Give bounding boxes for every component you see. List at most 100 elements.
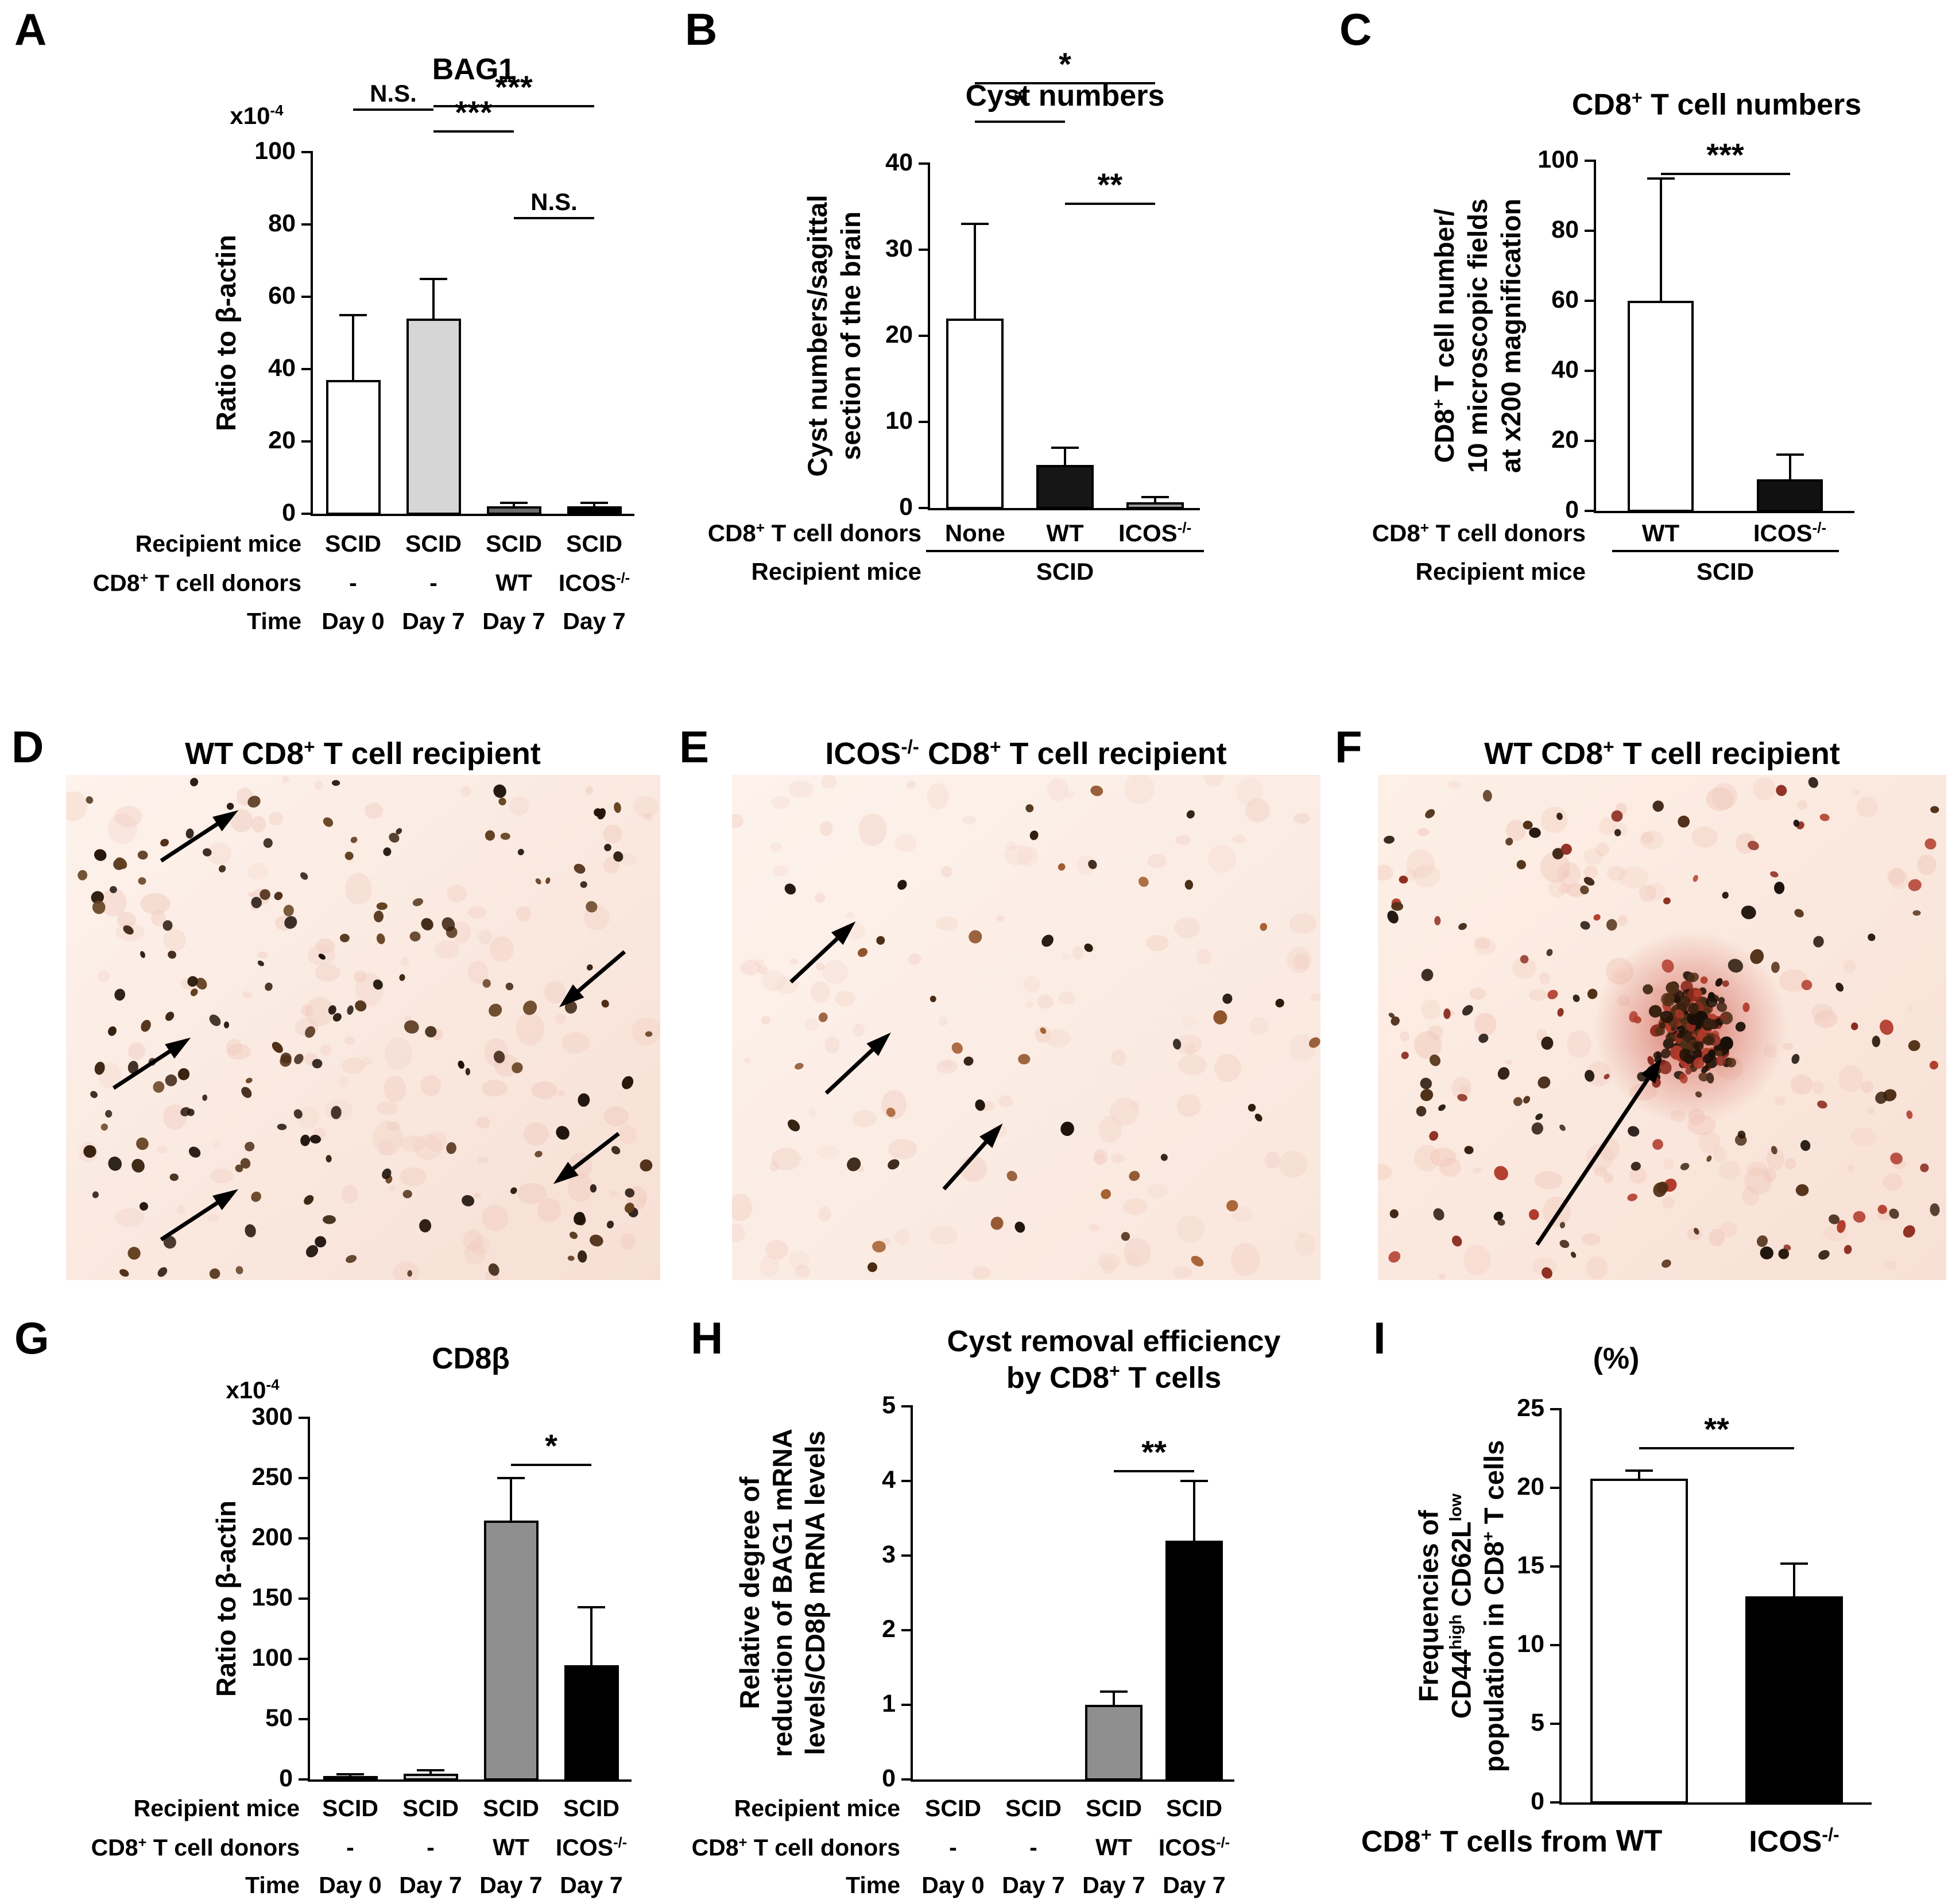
xtable-cell: ICOS-/- <box>1753 519 1827 546</box>
xtable-cell: SCID <box>1005 1795 1062 1821</box>
xtable-cell: SCID <box>925 1795 981 1821</box>
bar <box>1165 1541 1223 1781</box>
xtable-cell: ICOS-/- <box>555 1834 628 1861</box>
xtable-row-label: CD8+ T cell donors <box>691 1834 900 1861</box>
y-tick-label: 200 <box>251 1523 293 1551</box>
y-tick <box>1550 1487 1559 1489</box>
xtable-row-label: CD8+ T cell donors <box>1372 519 1586 546</box>
xtable-cell: WT <box>1641 519 1680 546</box>
panel-letter-e: E <box>679 722 710 772</box>
y-tick <box>1585 300 1594 302</box>
y-tick-label: 5 <box>1531 1709 1544 1736</box>
xtable-span-line <box>1612 550 1839 552</box>
micrograph-e-title: ICOS-/- CD8+ T cell recipient <box>825 736 1227 771</box>
error-bar-line <box>974 224 977 320</box>
xtable-row-label: Recipient mice <box>133 1795 300 1821</box>
xtable-cell: SCID <box>483 1795 539 1821</box>
y-tick <box>1585 370 1594 372</box>
y-tick <box>299 1778 308 1781</box>
xtable-cell: SCID <box>402 1795 459 1821</box>
significance-line <box>1114 1469 1194 1472</box>
y-tick-label: 100 <box>254 137 296 165</box>
bar <box>1036 465 1094 509</box>
significance-line <box>353 108 433 111</box>
y-tick-label: 80 <box>1551 216 1579 243</box>
y-axis-label: CD8+ T cell number/ <box>1429 208 1459 463</box>
micrograph-f-title: WT CD8+ T cell recipient <box>1484 736 1840 771</box>
bar <box>1590 1478 1688 1804</box>
chart-title: CD8β <box>432 1342 510 1375</box>
y-tick <box>301 223 311 226</box>
y-tick <box>1550 1408 1559 1410</box>
xtable-cell: - <box>949 1834 957 1860</box>
y-tick-label: 0 <box>1565 496 1579 523</box>
error-bar-line <box>1659 178 1662 302</box>
error-bar-line <box>1153 497 1156 503</box>
error-bar-line <box>513 503 515 508</box>
y-axis-label: Cyst numbers/sagittal <box>802 195 832 477</box>
significance-label: * <box>545 1427 557 1464</box>
xtable-cell: SCID <box>405 530 462 557</box>
y-tick-label: 10 <box>885 407 913 435</box>
error-bar-cap <box>1141 495 1169 498</box>
y-tick-label: 4 <box>882 1466 896 1494</box>
xtable-row-label: CD8+ T cell donors <box>91 1834 300 1861</box>
xtable-row-label: Time <box>245 1872 300 1898</box>
error-bar-line <box>432 278 435 320</box>
chart-title: BAG1 <box>432 53 516 86</box>
xtable-cell: WT <box>493 1834 529 1860</box>
xtable-row-label: Time <box>247 608 301 634</box>
error-bar-line <box>1788 455 1791 481</box>
y-tick-label: 50 <box>265 1704 293 1732</box>
xtable-row-label: CD8+ T cell donors <box>92 569 301 596</box>
axis-multiplier: x10-4 <box>230 102 284 129</box>
bar <box>1745 1596 1843 1804</box>
xtable-cell: SCID <box>563 1795 619 1821</box>
x-axis <box>311 514 634 516</box>
y-tick-label: 10 <box>1517 1630 1544 1658</box>
significance-line <box>975 82 1155 84</box>
xtable-cell: WT <box>1095 1834 1132 1860</box>
y-tick <box>301 151 311 153</box>
xtable-cell: Day 7 <box>1163 1872 1226 1898</box>
y-tick <box>301 368 311 370</box>
bar <box>1085 1705 1143 1781</box>
y-tick <box>301 513 311 515</box>
y-tick-label: 40 <box>268 354 296 382</box>
bar <box>946 319 1004 509</box>
y-tick-label: 300 <box>251 1403 293 1430</box>
bar <box>567 506 622 515</box>
significance-label: ** <box>1704 1410 1729 1447</box>
xtable-row-label: Recipient mice <box>1415 558 1586 585</box>
xtable-cell: SCID <box>486 530 542 557</box>
significance-line <box>433 130 514 133</box>
error-bar-cap <box>417 1769 444 1772</box>
y-axis-label: CD44high CD62Llow <box>1446 1493 1476 1719</box>
y-axis-label: Frequencies of <box>1413 1510 1443 1702</box>
significance-label: ** <box>1097 166 1123 203</box>
bar <box>1628 301 1694 512</box>
y-tick <box>919 421 928 423</box>
error-bar-line <box>1113 1691 1115 1706</box>
xtable-row-label: Recipient mice <box>734 1795 900 1821</box>
panel-letter-h: H <box>691 1313 723 1363</box>
error-bar-cap <box>961 223 989 225</box>
micrograph-d <box>58 775 661 1286</box>
y-tick-label: 20 <box>885 321 913 348</box>
y-axis <box>308 1417 310 1782</box>
micrograph-image <box>58 775 661 1286</box>
error-bar-cap <box>580 502 608 505</box>
error-bar-cap <box>500 502 528 505</box>
xtable-span-text: SCID <box>1036 558 1094 585</box>
micrograph-image <box>728 763 1321 1280</box>
error-bar-cap <box>420 277 447 280</box>
y-tick-label: 0 <box>1531 1787 1544 1815</box>
y-tick <box>901 1704 911 1706</box>
micrograph-e <box>728 763 1321 1280</box>
y-tick-label: 20 <box>268 426 296 454</box>
x-axis <box>308 1779 632 1782</box>
xtable-cell: Day 0 <box>322 608 385 634</box>
y-tick <box>299 1537 308 1540</box>
y-tick-label: 30 <box>885 235 913 262</box>
error-bar-cap <box>1051 447 1079 449</box>
